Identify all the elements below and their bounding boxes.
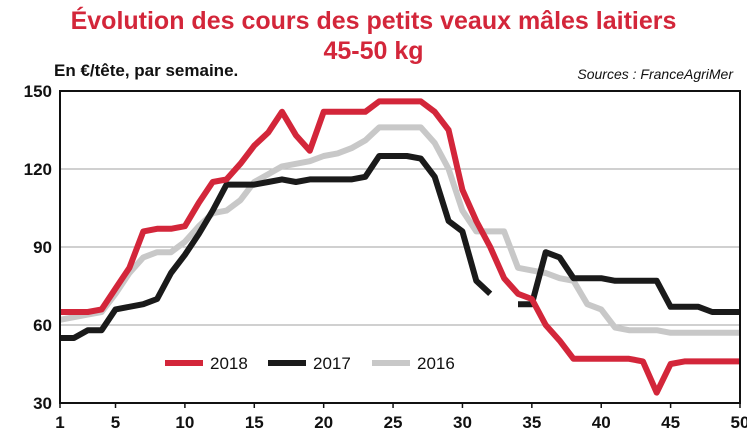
series-line-2017 <box>60 153 740 341</box>
y-tick-label: 150 <box>24 82 52 101</box>
x-tick-label: 1 <box>55 413 64 432</box>
legend-label-2018: 2018 <box>210 354 248 373</box>
x-tick-label: 30 <box>453 413 472 432</box>
series-lines <box>59 98 740 396</box>
x-tick-labels: 1 5 10 15 20 25 30 35 40 45 50 <box>55 403 747 432</box>
x-tick-label: 40 <box>592 413 611 432</box>
x-tick-label: 10 <box>175 413 194 432</box>
legend-label-2017: 2017 <box>313 354 351 373</box>
series-line-2016 <box>59 124 740 336</box>
x-tick-label: 50 <box>731 413 747 432</box>
x-tick-label: 25 <box>384 413 403 432</box>
unit-label: En €/tête, par semaine. <box>54 61 239 80</box>
y-tick-label: 120 <box>24 160 52 179</box>
x-tick-label: 5 <box>111 413 120 432</box>
x-tick-label: 15 <box>245 413 264 432</box>
chart-title-line2: 45-50 kg <box>323 37 424 65</box>
y-tick-label: 90 <box>33 238 52 257</box>
y-tick-labels: 30 60 90 120 150 <box>24 82 52 413</box>
chart-title-line1: Évolution des cours des petits veaux mâl… <box>70 7 677 35</box>
x-tick-label: 45 <box>661 413 680 432</box>
y-tick-label: 30 <box>33 394 52 413</box>
source-label: Sources : FranceAgriMer <box>577 66 733 82</box>
y-tick-label: 60 <box>33 316 52 335</box>
legend-background <box>152 344 470 384</box>
legend: 2018 2017 2016 <box>152 344 470 384</box>
x-tick-label: 20 <box>314 413 333 432</box>
series-line-2018 <box>60 98 740 396</box>
x-tick-label: 35 <box>522 413 541 432</box>
legend-label-2016: 2016 <box>417 354 455 373</box>
plot-frame <box>59 90 741 404</box>
